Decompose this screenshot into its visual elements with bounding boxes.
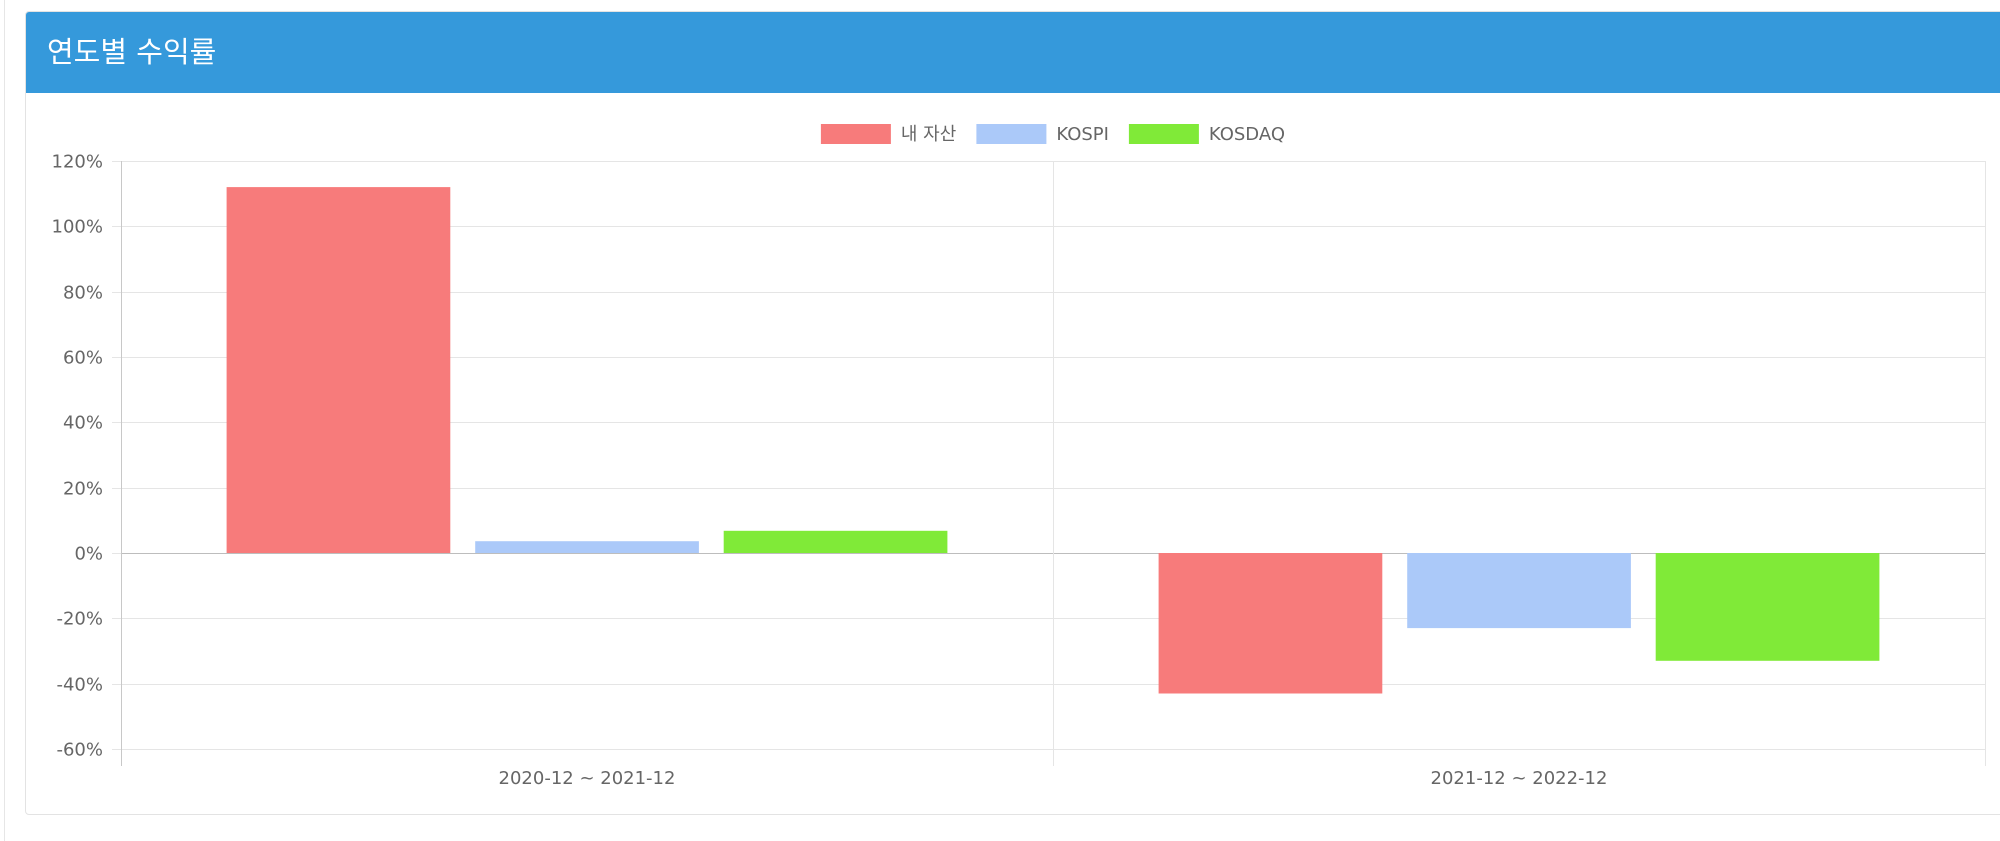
y-tick-label: 40% — [63, 413, 103, 434]
legend-swatch[interactable] — [820, 124, 891, 144]
bar[interactable] — [723, 530, 948, 553]
panel-header: 연도별 수익률 — [26, 12, 2000, 93]
legend-label[interactable]: KOSPI — [1056, 124, 1109, 145]
y-tick-label: 100% — [52, 217, 103, 238]
y-tick-label: 20% — [63, 479, 103, 500]
bar[interactable] — [1655, 553, 1880, 661]
x-tick-label: 2020-12 ~ 2021-12 — [499, 768, 676, 789]
bar[interactable] — [226, 187, 451, 553]
y-tick-label: -20% — [56, 609, 103, 630]
legend-label[interactable]: 내 자산 — [901, 124, 956, 145]
legend-swatch[interactable] — [1128, 124, 1199, 144]
bar[interactable] — [1158, 553, 1383, 694]
page-edge-line — [4, 0, 5, 841]
legend-swatch[interactable] — [976, 124, 1047, 144]
legend-label[interactable]: KOSDAQ — [1209, 124, 1285, 145]
panel-title: 연도별 수익률 — [47, 35, 217, 69]
y-tick-label: 60% — [63, 348, 103, 369]
y-tick-label: -60% — [56, 740, 103, 761]
bar[interactable] — [1407, 553, 1631, 629]
bar[interactable] — [475, 541, 699, 553]
y-tick-label: 80% — [63, 283, 103, 304]
x-tick-label: 2021-12 ~ 2022-12 — [1431, 768, 1608, 789]
y-tick-label: -40% — [56, 675, 103, 696]
y-tick-label: 120% — [52, 152, 103, 173]
y-tick-label: 0% — [74, 544, 103, 565]
